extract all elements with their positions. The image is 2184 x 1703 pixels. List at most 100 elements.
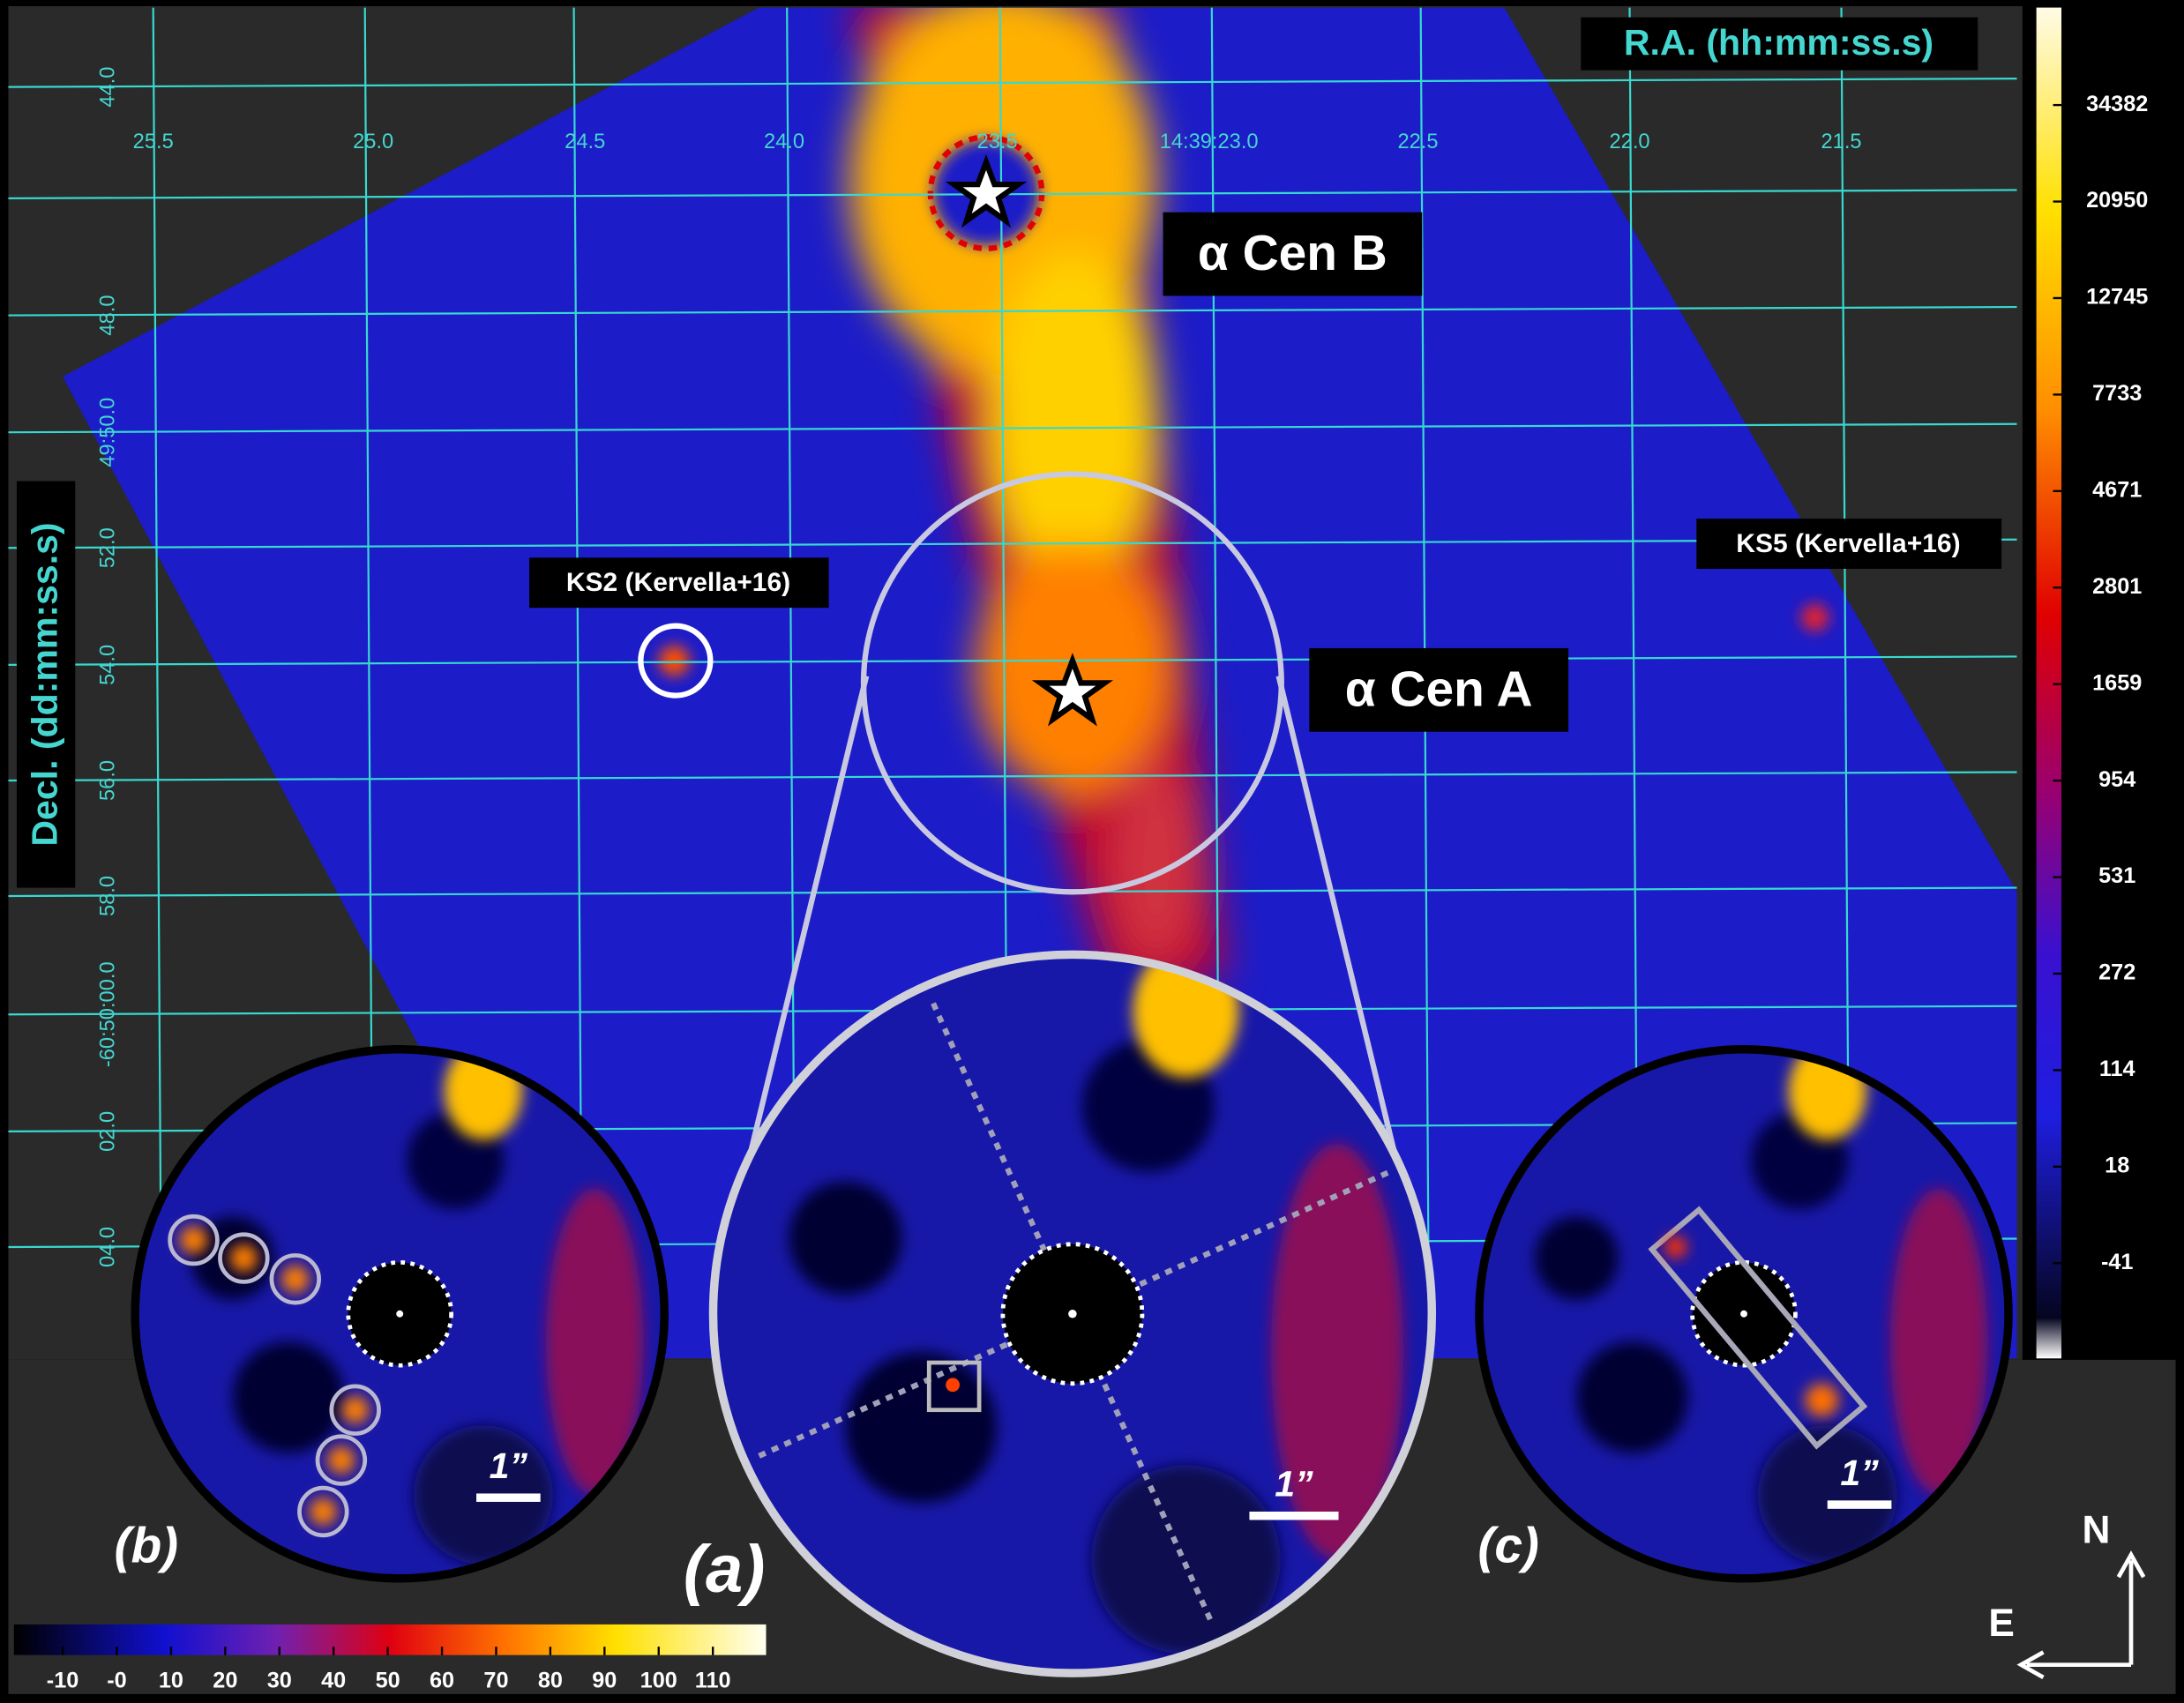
inset-star [1740, 1310, 1747, 1318]
inset-star [1068, 1310, 1077, 1318]
inset-residual [1889, 1188, 1988, 1496]
scale-label: 1” [1275, 1463, 1313, 1504]
source [340, 1395, 370, 1424]
source [1664, 1236, 1687, 1259]
inset-border [131, 1044, 669, 1583]
slit-box [1648, 1206, 1868, 1450]
inset-border [1475, 1044, 2013, 1583]
inset-border [708, 950, 1437, 1677]
source [280, 1265, 310, 1294]
ra-tick-label: 22.0 [1609, 131, 1649, 153]
ra-tick-label: 14:39:23.0 [1160, 131, 1259, 153]
ks2-circle [638, 623, 714, 698]
dec-title-box [16, 481, 76, 888]
label-box [529, 557, 829, 609]
colorbar-tick-label: 10 [159, 1668, 183, 1692]
ra-tick-label: 21.5 [1821, 131, 1862, 153]
colorbar-tick-label: 70 [483, 1668, 508, 1692]
inset-shadow [1576, 1341, 1688, 1453]
source [229, 1244, 258, 1273]
ra-tick-label: 24.5 [565, 131, 605, 153]
dec-tick-label: 04.0 [96, 1227, 119, 1267]
grid-line [8, 422, 2017, 434]
panel-label: (b) [115, 1519, 179, 1574]
candidate [946, 1378, 960, 1393]
colorbar-inset-ticks: -10 -0 10 20 30 40 50 60 70 80 90 100 110 [47, 1647, 731, 1692]
panel-label: (a) [684, 1532, 766, 1607]
colorbar-tick-label: 34382 [2086, 92, 2148, 116]
dec-tick-label: 52.0 [96, 527, 119, 568]
inset-residual [546, 1188, 644, 1496]
inset-shadow [845, 1351, 998, 1504]
ra-title: R.A. (hh:mm:ss.s) [1624, 22, 1933, 63]
star-a [1031, 653, 1114, 727]
source [327, 1445, 355, 1475]
scale-bar [1249, 1511, 1339, 1520]
label-box [1163, 212, 1423, 296]
cen-b-label: α Cen B [1198, 226, 1387, 281]
colorbar-tick-label: 1659 [2092, 670, 2142, 695]
scale-label: 1” [1840, 1453, 1879, 1493]
inset-shadow [1535, 1216, 1619, 1300]
colorbar-tick-label: 20950 [2086, 188, 2148, 213]
colorbar-tick-label: 18 [2105, 1154, 2129, 1178]
source-circle [168, 1214, 220, 1266]
dec-tick-label: 56.0 [96, 760, 119, 801]
grid-line [8, 886, 2017, 898]
grid-line [152, 7, 163, 1359]
ks2-label: KS2 (Kervella+16) [566, 568, 790, 597]
inset-shadow [1757, 1425, 1897, 1565]
colorbar-tick-label: 272 [2098, 960, 2135, 985]
panel-label: (c) [1477, 1519, 1538, 1574]
source [309, 1498, 338, 1526]
colorbar-tick-label: 4671 [2092, 478, 2142, 503]
colorbar-tick-label: 100 [640, 1668, 677, 1692]
colorbar-tick-label: -0 [107, 1668, 126, 1692]
inset-b [138, 1051, 662, 1576]
colorbar-tick-label: 110 [695, 1668, 731, 1692]
ra-tick-label: 23.5 [977, 131, 1018, 153]
ra-title-box [1581, 17, 1978, 71]
grid-line [8, 538, 2017, 549]
colorbar-inset [13, 1624, 767, 1655]
inset-residual [1271, 1143, 1404, 1560]
insets: (a) 1” (b) 1” (c) 1” [115, 950, 2013, 1677]
source [179, 1226, 208, 1254]
colorbar-tick-label: 7733 [2092, 381, 2142, 406]
colorbar-tick-label: -41 [2101, 1250, 2134, 1274]
grid-line [8, 655, 2017, 667]
grid-line [8, 189, 2017, 200]
scale-bar [1827, 1500, 1892, 1509]
source-circle [218, 1232, 270, 1284]
scale-label: 1” [490, 1445, 528, 1486]
zoom-line [744, 675, 870, 1164]
inset-shadow [232, 1341, 345, 1453]
grid-line [8, 78, 2017, 88]
colorbar-tick-label: 80 [538, 1668, 563, 1692]
colorbar-tick-label: 60 [430, 1668, 454, 1692]
colorbar-tick-label: 954 [2098, 767, 2135, 792]
dec-tick-label: 58.0 [96, 876, 119, 916]
label-box [1309, 647, 1569, 732]
colorbar-tick-label: 12745 [2086, 285, 2148, 310]
dec-tick-label: 44.0 [96, 67, 119, 108]
colorbar-tick-label: -10 [47, 1668, 79, 1692]
source-circle [329, 1384, 381, 1436]
colorbar-tick-label: 90 [592, 1668, 617, 1692]
candidate-box [926, 1360, 982, 1413]
dec-tick-label: 49:50.0 [96, 398, 119, 467]
source [1805, 1383, 1839, 1417]
colorbar-main-ticks: 34382 20950 12745 7733 4671 2801 1659 954 531 272… [2053, 92, 2148, 1274]
dec-tick-label: 02.0 [96, 1111, 119, 1152]
colorbar-tick-label: 114 [2099, 1057, 2135, 1081]
ra-tick-label: 24.0 [764, 131, 804, 153]
zoom-line [1275, 675, 1400, 1164]
compass-east: E [1988, 1602, 2014, 1645]
colorbar-tick-label: 40 [321, 1668, 346, 1692]
dec-title: Decl. (dd:mm:ss.s) [25, 522, 65, 846]
dec-tick-label: -60:50:00.0 [96, 961, 119, 1067]
colorbar-main [2036, 7, 2062, 1359]
colorbar-tick-label: 30 [267, 1668, 292, 1692]
compass-arrows [2016, 1550, 2146, 1679]
